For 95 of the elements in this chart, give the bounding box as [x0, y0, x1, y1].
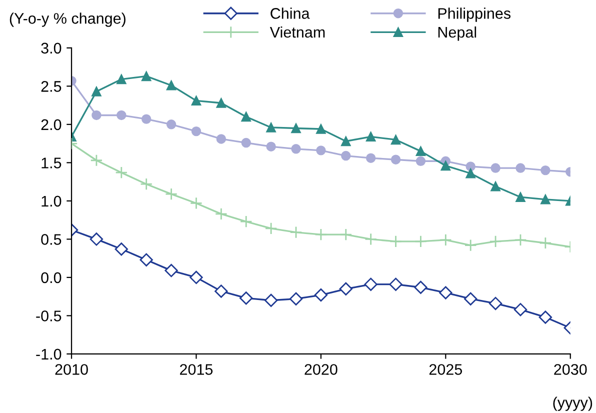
point — [341, 150, 351, 161]
y-tick-label: 3.0 — [41, 42, 62, 54]
point — [488, 296, 502, 310]
point — [291, 123, 301, 134]
point — [390, 134, 401, 145]
point — [165, 188, 178, 200]
point — [264, 222, 278, 235]
point — [416, 146, 426, 156]
point — [140, 178, 153, 190]
point — [366, 153, 376, 163]
y-axis-title: (Y-o-y % change) — [10, 12, 126, 27]
point — [214, 208, 228, 220]
point — [266, 142, 276, 152]
point — [389, 278, 402, 291]
point — [92, 110, 102, 120]
x-tick-label: 2010 — [55, 364, 88, 375]
y-tick-label: 1.0 — [42, 196, 62, 207]
point — [540, 165, 550, 176]
point — [414, 280, 428, 294]
point — [164, 264, 178, 278]
point — [241, 112, 251, 122]
x-tick-label: 2020 — [304, 364, 338, 375]
point — [116, 74, 126, 84]
point — [516, 192, 526, 202]
point — [439, 286, 452, 300]
point — [314, 228, 328, 241]
y-tick-label: 0.5 — [41, 234, 62, 245]
point — [340, 228, 352, 241]
point — [191, 96, 202, 106]
point — [190, 196, 202, 210]
point — [466, 168, 476, 178]
point — [216, 98, 226, 108]
point — [240, 215, 252, 228]
point — [466, 162, 476, 172]
point — [364, 278, 378, 291]
y-tick-label: 2.0 — [41, 119, 62, 130]
point — [241, 138, 251, 148]
point — [439, 234, 452, 246]
point — [464, 239, 477, 252]
x-tick-label: 2025 — [429, 364, 462, 375]
point — [440, 160, 451, 171]
point — [341, 136, 351, 146]
point — [390, 235, 402, 248]
point — [314, 288, 328, 302]
point — [115, 166, 128, 179]
point — [116, 110, 126, 120]
point — [538, 310, 552, 324]
point — [416, 156, 426, 166]
legend-label: Nepal — [438, 26, 476, 41]
point — [490, 182, 500, 192]
point — [291, 144, 301, 154]
point — [516, 163, 526, 173]
point — [366, 132, 376, 142]
y-tick-label: 0.0 — [41, 272, 62, 284]
y-tick-label: 1.5 — [42, 158, 62, 168]
point — [316, 146, 326, 156]
point — [266, 122, 276, 132]
point — [414, 235, 427, 248]
legend-label: China — [270, 8, 310, 19]
y-tick-label: -0.5 — [36, 310, 62, 322]
point — [166, 80, 176, 90]
legend-label: Philippines — [438, 8, 510, 22]
point — [339, 282, 352, 296]
point — [240, 292, 253, 305]
point — [141, 114, 152, 124]
point — [190, 270, 203, 284]
point — [514, 234, 527, 246]
point — [264, 294, 278, 307]
point — [92, 86, 102, 96]
x-tick-label: 2030 — [554, 364, 587, 375]
point — [464, 292, 478, 306]
point — [514, 302, 528, 316]
point — [214, 284, 228, 298]
point — [140, 253, 153, 266]
point — [539, 236, 552, 250]
y-tick-label: -1.0 — [36, 348, 62, 360]
point — [364, 232, 378, 246]
point — [141, 71, 152, 82]
point — [191, 126, 202, 136]
x-axis-title: (yyyy) — [553, 396, 592, 411]
point — [316, 124, 326, 134]
legend-label: Vietnam — [270, 26, 325, 38]
x-tick-label: 2015 — [180, 364, 213, 375]
point — [216, 134, 226, 144]
point — [390, 154, 401, 164]
point — [490, 163, 500, 173]
point — [90, 154, 103, 167]
point — [489, 235, 502, 248]
point — [540, 194, 550, 204]
point — [290, 226, 302, 239]
y-tick-label: 2.5 — [41, 81, 62, 92]
point — [114, 242, 128, 256]
point — [90, 232, 104, 246]
point — [166, 120, 176, 130]
point — [289, 292, 303, 306]
